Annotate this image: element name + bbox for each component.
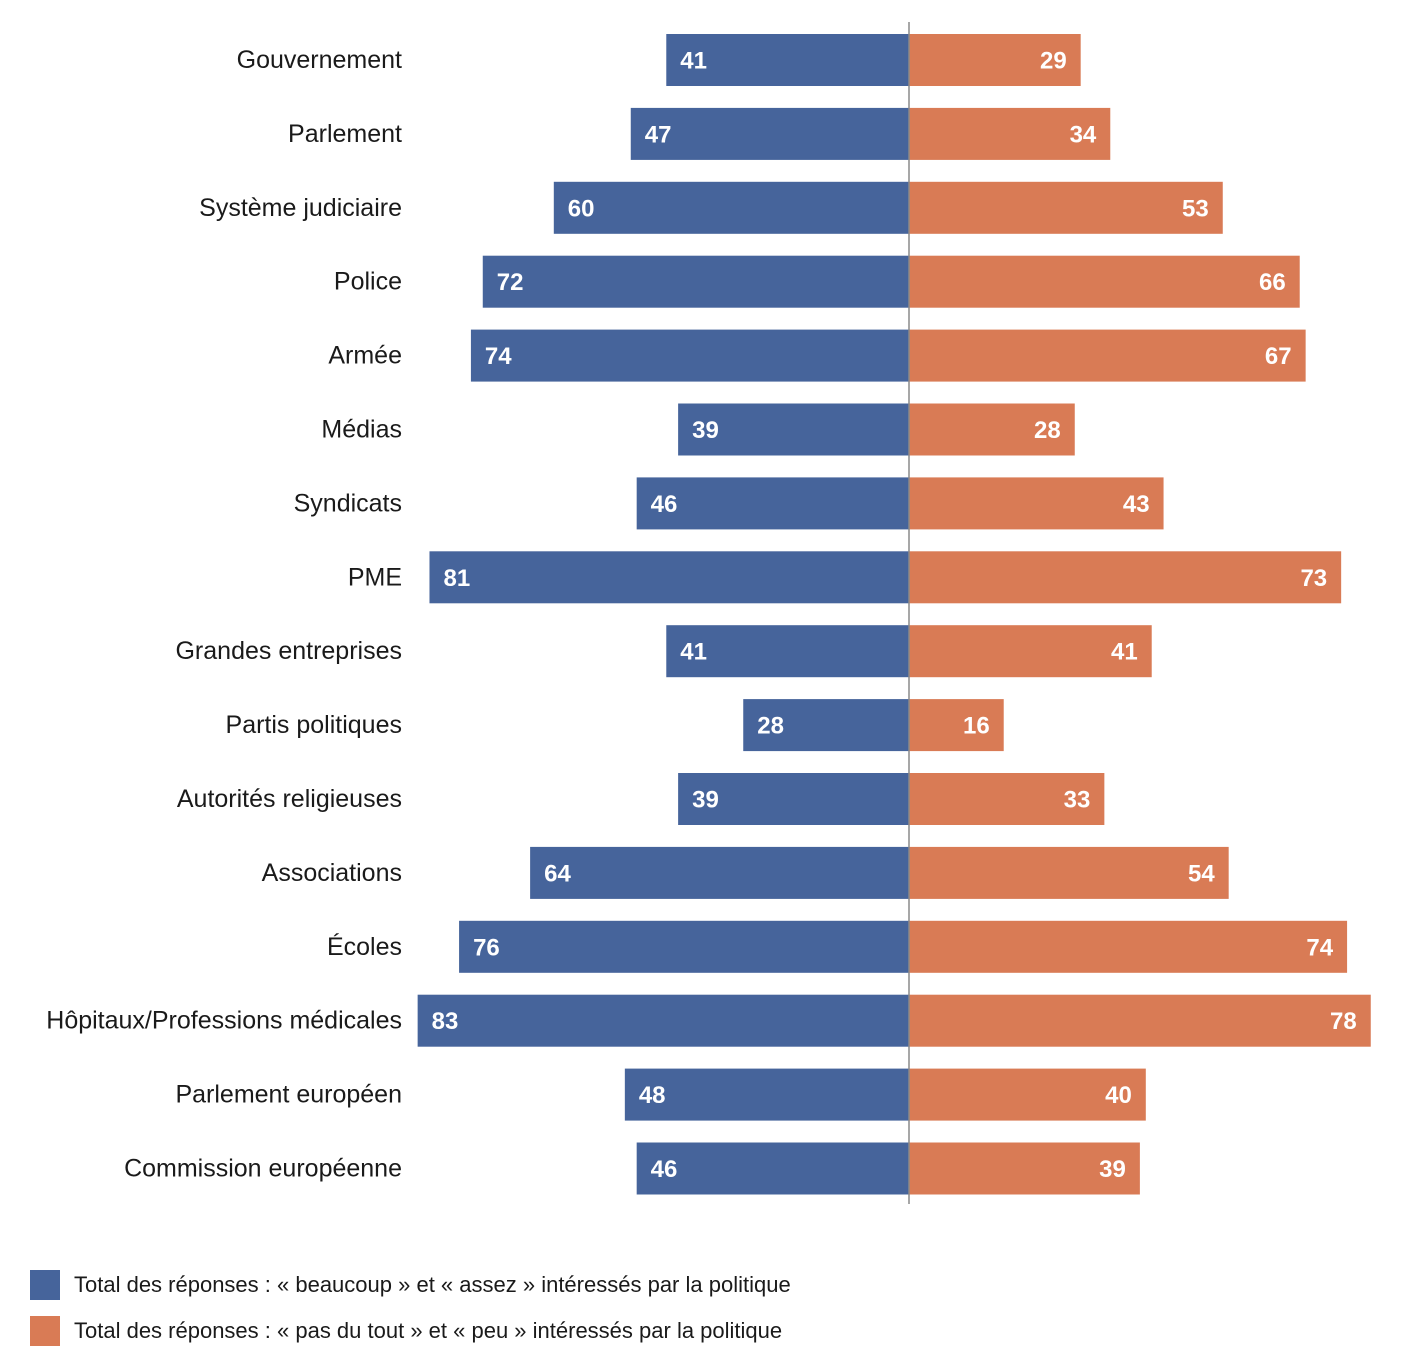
category-label-grandes-entreprises: Grandes entreprises (175, 637, 402, 665)
legend-swatch-series-2 (30, 1316, 60, 1346)
category-label-autorites-religieuses: Autorités religieuses (177, 785, 402, 813)
bar-right-associations (909, 846, 1229, 899)
bar-right-systeme-judiciaire (909, 181, 1223, 234)
value-label-right-associations: 54 (1188, 860, 1215, 887)
legend-label-series-1: Total des réponses : « beaucoup » et « a… (74, 1272, 791, 1297)
legend-item-series-1: Total des réponses : « beaucoup » et « a… (30, 1270, 791, 1300)
bar-right-gouvernement (909, 34, 1081, 86)
value-label-right-commission-europeenne: 39 (1099, 1156, 1126, 1183)
category-label-systeme-judiciaire: Système judiciaire (199, 194, 402, 222)
value-label-right-medias: 28 (1034, 417, 1061, 444)
value-label-left-systeme-judiciaire: 60 (568, 195, 595, 222)
value-label-left-medias: 39 (692, 417, 719, 444)
bar-left-parlement (630, 107, 909, 160)
category-labels: Gouvernement Parlement Système judiciaire P… (46, 46, 402, 1183)
bar-right-pme (909, 551, 1342, 604)
bar-left-hopitaux-professions-medicales (417, 994, 909, 1047)
bar-right-syndicats (909, 477, 1164, 530)
value-label-left-armee: 74 (485, 343, 512, 370)
value-label-right-partis-politiques: 16 (963, 713, 990, 740)
value-label-left-parlement-europeen: 48 (639, 1082, 666, 1109)
value-label-right-grandes-entreprises: 41 (1111, 639, 1138, 666)
value-label-left-ecoles: 76 (473, 934, 500, 961)
value-label-right-syndicats: 43 (1123, 491, 1150, 518)
series-right-bars: 29 34 53 66 67 28 43 73 41 16 33 54 74 78 40 39 (909, 34, 1371, 1195)
value-label-left-autorites-religieuses: 39 (692, 787, 719, 814)
bar-right-partis-politiques (909, 699, 1004, 752)
bar-left-police (482, 255, 909, 308)
value-label-left-parlement: 47 (645, 121, 672, 148)
bar-right-armee (909, 329, 1306, 382)
category-label-armee: Armée (328, 342, 402, 370)
category-label-medias: Médias (321, 416, 402, 444)
value-label-right-pme: 73 (1300, 565, 1327, 592)
category-label-hopitaux-professions-medicales: Hôpitaux/Professions médicales (46, 1007, 402, 1035)
value-label-left-partis-politiques: 28 (757, 713, 784, 740)
bar-left-armee (470, 329, 909, 382)
legend-swatch-series-1 (30, 1270, 60, 1300)
series-left-bars: 41 47 60 72 74 39 46 81 41 28 39 64 76 83 48 46 (417, 34, 909, 1195)
bar-left-commission-europeenne (636, 1142, 909, 1195)
value-label-right-police: 66 (1259, 269, 1286, 296)
bar-right-autorites-religieuses (909, 773, 1105, 825)
bar-left-medias (678, 403, 909, 456)
value-label-left-gouvernement: 41 (680, 48, 707, 75)
category-label-parlement-europeen: Parlement européen (175, 1081, 402, 1109)
value-label-right-parlement: 34 (1070, 121, 1097, 148)
bar-right-hopitaux-professions-medicales (909, 994, 1371, 1047)
legend: Total des réponses : « beaucoup » et « a… (30, 1270, 791, 1362)
value-label-right-systeme-judiciaire: 53 (1182, 195, 1209, 222)
bar-right-medias (909, 403, 1075, 456)
bar-left-ecoles (459, 920, 909, 973)
category-label-gouvernement: Gouvernement (237, 46, 402, 74)
value-label-right-ecoles: 74 (1306, 934, 1333, 961)
bar-right-grandes-entreprises (909, 625, 1152, 678)
category-label-syndicats: Syndicats (294, 489, 402, 517)
category-label-pme: PME (348, 563, 402, 591)
value-label-right-parlement-europeen: 40 (1105, 1082, 1132, 1109)
category-label-commission-europeenne: Commission européenne (124, 1155, 402, 1183)
value-label-left-commission-europeenne: 46 (651, 1156, 678, 1183)
value-label-left-hopitaux-professions-medicales: 83 (432, 1008, 459, 1035)
bar-left-associations (530, 846, 909, 899)
value-label-left-syndicats: 46 (651, 491, 678, 518)
bar-right-commission-europeenne (909, 1142, 1140, 1195)
bar-right-parlement-europeen (909, 1068, 1146, 1121)
legend-label-series-2: Total des réponses : « pas du tout » et … (74, 1318, 783, 1343)
legend-item-series-2: Total des réponses : « pas du tout » et … (30, 1316, 791, 1346)
bar-left-gouvernement (666, 34, 909, 86)
bar-right-ecoles (909, 920, 1348, 973)
category-label-associations: Associations (262, 859, 402, 887)
bar-left-autorites-religieuses (678, 773, 909, 825)
bar-left-pme (429, 551, 909, 604)
value-label-left-pme: 81 (443, 565, 470, 592)
value-label-right-hopitaux-professions-medicales: 78 (1330, 1008, 1357, 1035)
bar-left-grandes-entreprises (666, 625, 909, 678)
value-label-left-police: 72 (497, 269, 524, 296)
bar-left-syndicats (636, 477, 909, 530)
bar-left-parlement-europeen (624, 1068, 909, 1121)
value-label-left-grandes-entreprises: 41 (680, 639, 707, 666)
bar-left-partis-politiques (743, 699, 909, 752)
bar-right-parlement (909, 107, 1111, 160)
value-label-right-armee: 67 (1265, 343, 1292, 370)
value-label-right-gouvernement: 29 (1040, 48, 1067, 75)
value-label-right-autorites-religieuses: 33 (1064, 787, 1091, 814)
bar-left-systeme-judiciaire (553, 181, 909, 234)
category-label-ecoles: Écoles (327, 932, 402, 961)
value-label-left-associations: 64 (544, 860, 571, 887)
category-label-parlement: Parlement (288, 120, 402, 148)
category-label-police: Police (334, 268, 402, 296)
diverging-bar-chart: Gouvernement Parlement Système judiciaire P… (46, 22, 1371, 1204)
category-label-partis-politiques: Partis politiques (226, 711, 402, 739)
bar-right-police (909, 255, 1300, 308)
